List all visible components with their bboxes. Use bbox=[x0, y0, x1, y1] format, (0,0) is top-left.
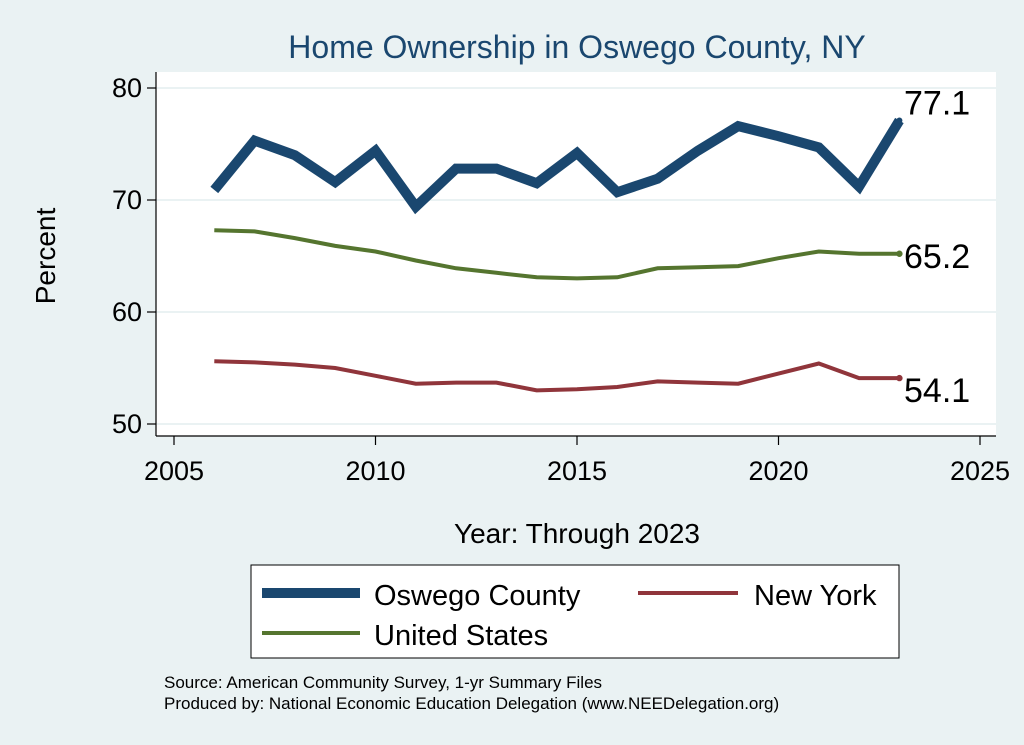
x-axis-ticks: 2005 2010 2015 2020 2025 bbox=[144, 436, 1010, 486]
y-axis-title: Percent bbox=[30, 208, 61, 305]
source-line-1: Source: American Community Survey, 1-yr … bbox=[164, 673, 602, 692]
y-tick-label-50: 50 bbox=[112, 409, 142, 439]
series-line-oswego-county bbox=[210, 117, 904, 215]
gridlines bbox=[156, 87, 996, 425]
y-tick-label-60: 60 bbox=[112, 297, 142, 327]
legend-box bbox=[250, 564, 900, 659]
end-label-oswego-county: 77.1 bbox=[904, 84, 970, 122]
series-layer bbox=[210, 117, 904, 393]
end-label-united-states: 65.2 bbox=[904, 238, 970, 276]
x-tick-label-2005: 2005 bbox=[144, 456, 204, 486]
end-label-new-york: 54.1 bbox=[904, 372, 970, 410]
x-tick-label-2010: 2010 bbox=[345, 456, 405, 486]
series-end-point-new-york bbox=[896, 374, 903, 382]
legend-label-united-states: United States bbox=[374, 620, 548, 652]
legend: Oswego County New York United States bbox=[250, 564, 900, 659]
y-tick-label-70: 70 bbox=[112, 185, 142, 215]
x-tick-label-2015: 2015 bbox=[547, 456, 607, 486]
x-axis-title: Year: Through 2023 bbox=[454, 518, 700, 549]
series-line-united-states bbox=[214, 228, 900, 281]
end-labels: 77.1 54.1 65.2 bbox=[904, 84, 970, 410]
legend-items: Oswego County New York United States bbox=[262, 580, 877, 652]
x-tick-label-2025: 2025 bbox=[950, 456, 1010, 486]
chart-title: Home Ownership in Oswego County, NY bbox=[288, 29, 865, 65]
x-tick-label-2020: 2020 bbox=[748, 456, 808, 486]
series-end-point-oswego-county bbox=[896, 117, 903, 124]
y-axis-ticks: 50 60 70 80 bbox=[112, 73, 156, 439]
source-line-2: Produced by: National Economic Education… bbox=[164, 694, 779, 713]
y-tick-label-80: 80 bbox=[112, 73, 142, 103]
legend-label-oswego-county: Oswego County bbox=[374, 580, 581, 612]
series-end-point-united-states bbox=[896, 250, 903, 257]
series-line-new-york bbox=[214, 359, 900, 393]
legend-label-new-york: New York bbox=[754, 580, 877, 612]
